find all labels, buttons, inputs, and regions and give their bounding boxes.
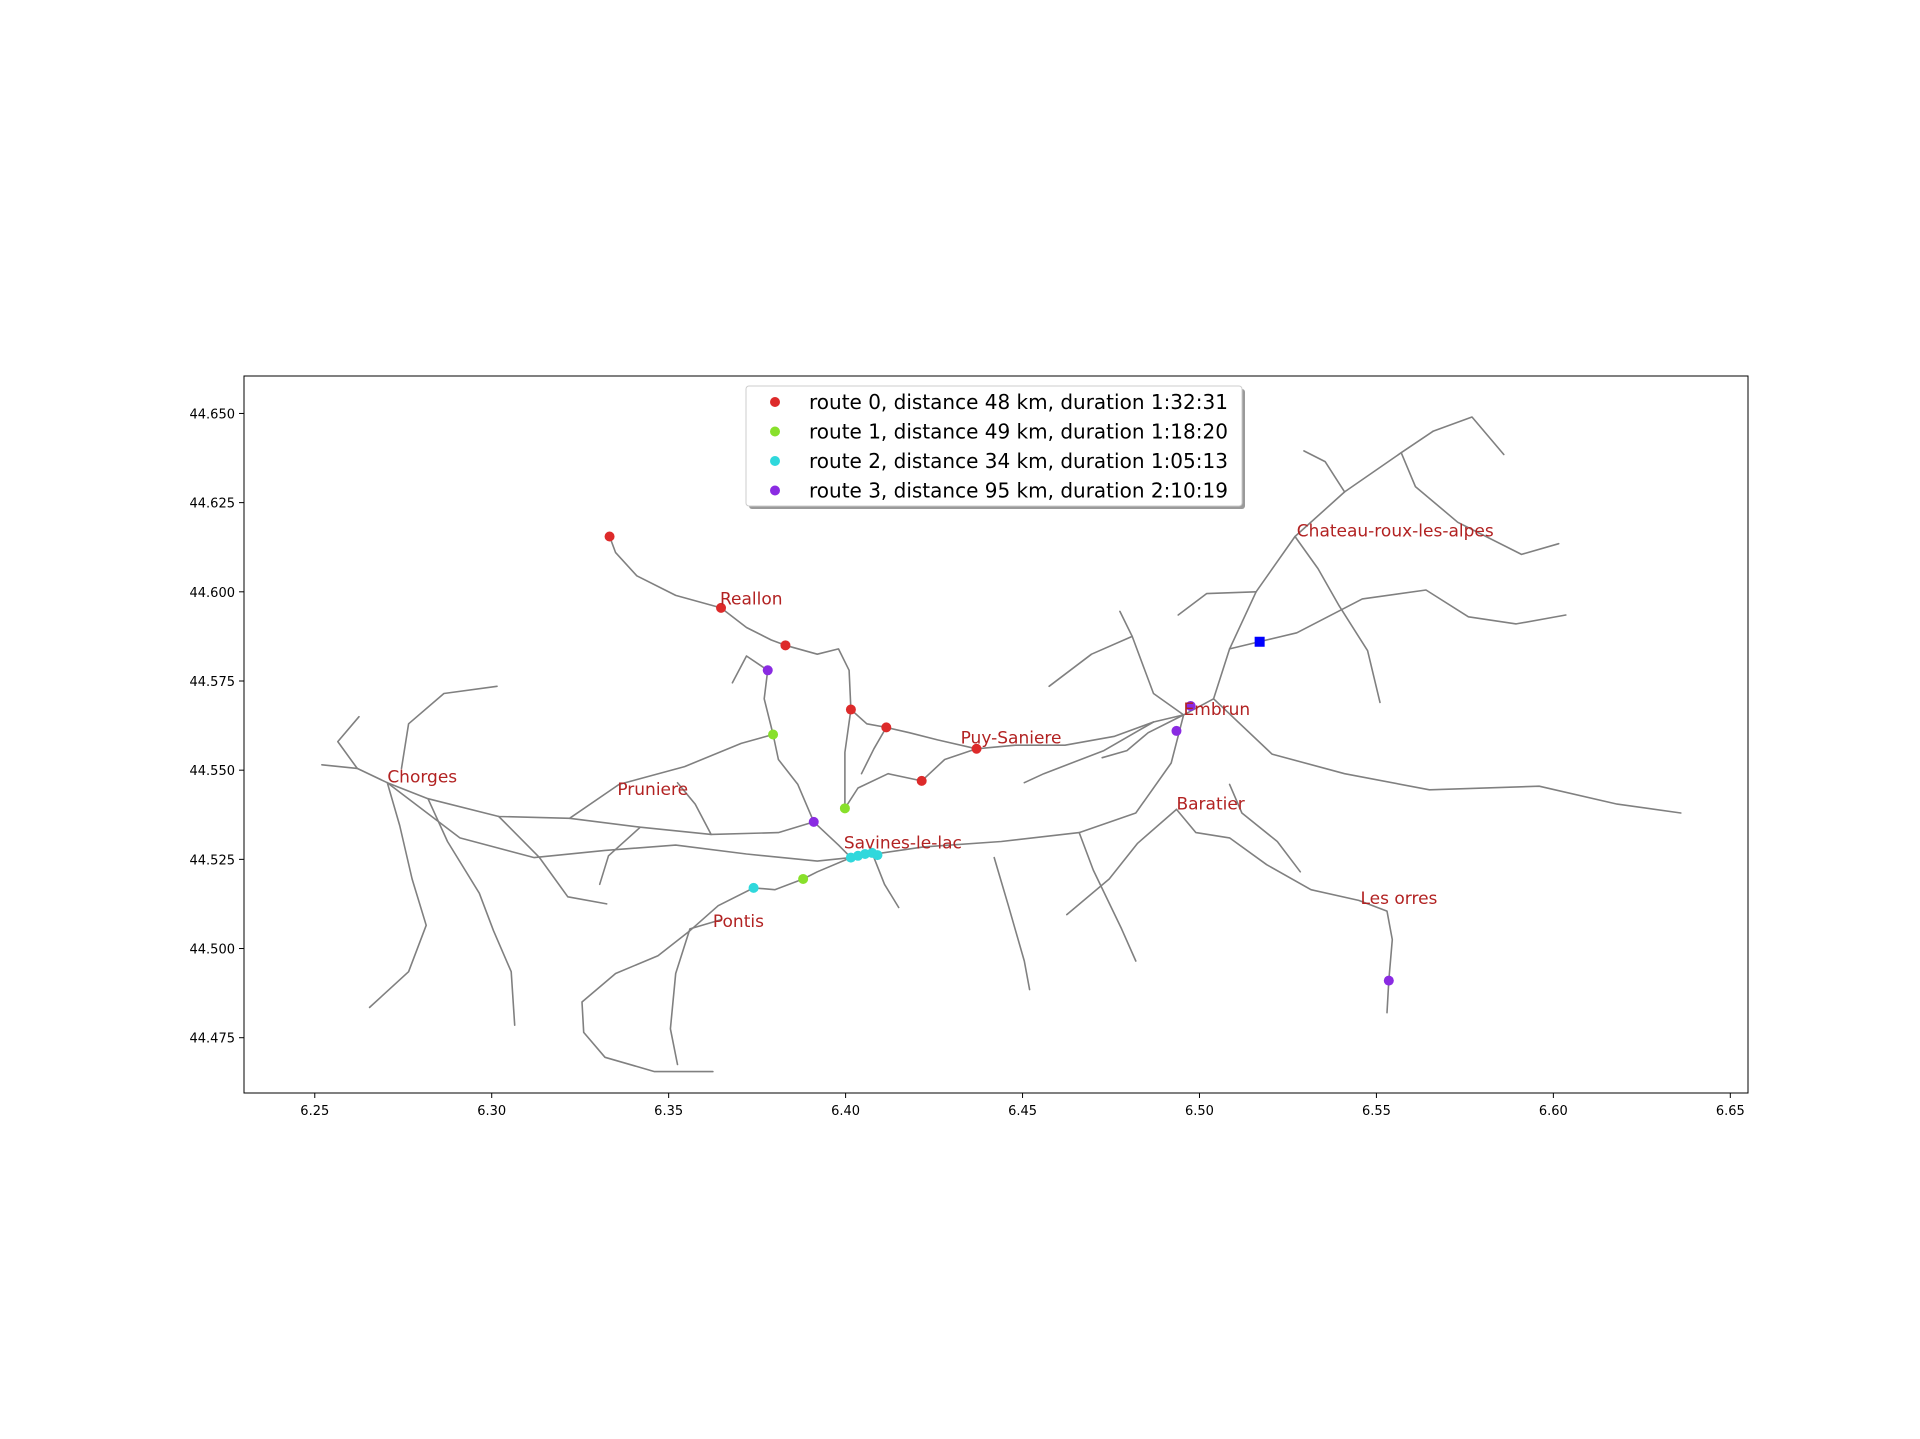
x-tick-label: 6.55 xyxy=(1362,1104,1391,1119)
road-segment xyxy=(1303,450,1346,493)
road-segment xyxy=(1228,589,1567,650)
town-label: Pruniere xyxy=(617,780,688,800)
x-tick-label: 6.30 xyxy=(477,1104,506,1119)
route-0-stop-marker xyxy=(916,775,927,786)
legend-marker xyxy=(770,426,780,437)
route-3-stop-marker xyxy=(1383,975,1394,986)
road-segment xyxy=(844,708,852,810)
route-2-stop-marker xyxy=(872,850,883,861)
road-segment xyxy=(368,781,427,1009)
road-segment xyxy=(581,856,852,1073)
town-label: Reallon xyxy=(720,589,783,609)
town-label: Embrun xyxy=(1184,700,1251,720)
town-label: Baratier xyxy=(1176,794,1244,814)
legend-entry-label: route 2, distance 34 km, duration 1:05:1… xyxy=(809,449,1228,473)
town-label: Chateau-roux-les-alpes xyxy=(1297,522,1494,542)
road-segment xyxy=(1432,416,1505,456)
road-segment xyxy=(498,815,608,905)
road-segment xyxy=(1066,808,1178,916)
x-tick-label: 6.65 xyxy=(1716,1104,1745,1119)
road-segment xyxy=(1294,535,1381,704)
route-stops xyxy=(604,531,1394,986)
x-tick-label: 6.45 xyxy=(1008,1104,1037,1119)
road-segment xyxy=(1078,831,1137,962)
town-label: Chorges xyxy=(387,768,457,788)
route-0-stop-marker xyxy=(604,531,615,542)
route-1-stop-marker xyxy=(798,873,809,884)
y-tick-label: 44.625 xyxy=(190,497,236,512)
y-tick-label: 44.650 xyxy=(190,407,236,422)
route-3-stop-marker xyxy=(762,665,773,676)
x-tick-label: 6.50 xyxy=(1185,1104,1214,1119)
y-tick-label: 44.600 xyxy=(190,586,236,601)
axes-frame xyxy=(243,375,1749,1094)
road-segment xyxy=(1048,635,1133,688)
x-axis-ticks: 6.25 6.30 6.35 6.40 6.45 6.50 6.55 6.60 6.65 xyxy=(300,1093,1745,1119)
route-3-stop-marker xyxy=(1185,700,1196,711)
road-segment xyxy=(321,764,852,859)
town-label: Les orres xyxy=(1360,889,1437,909)
road-segment xyxy=(731,655,815,823)
road-segment xyxy=(337,715,360,770)
y-tick-label: 44.575 xyxy=(190,675,236,690)
road-segment xyxy=(1101,714,1185,759)
legend-box xyxy=(745,385,1243,507)
route-0-stop-marker xyxy=(845,704,856,715)
legend-entry-label: route 1, distance 49 km, duration 1:18:2… xyxy=(809,420,1228,444)
legend-marker xyxy=(770,397,780,407)
road-segment xyxy=(1119,610,1185,716)
road-segment xyxy=(598,826,642,886)
road-segment xyxy=(844,748,978,810)
route-3-stop-marker xyxy=(808,816,819,827)
road-segment xyxy=(676,781,712,836)
town-label: Puy-Saniere xyxy=(961,728,1062,748)
road-segment xyxy=(608,430,1434,750)
legend-marker xyxy=(770,485,780,496)
route-2-stop-marker xyxy=(748,882,759,893)
x-tick-label: 6.40 xyxy=(831,1104,860,1119)
road-segment xyxy=(669,919,721,1066)
y-tick-label: 44.550 xyxy=(190,764,236,779)
legend-entry-label: route 3, distance 95 km, duration 2:10:1… xyxy=(809,479,1228,503)
road-segment xyxy=(1212,698,1682,814)
x-tick-label: 6.60 xyxy=(1539,1104,1568,1119)
road-segment xyxy=(860,726,888,775)
road-segment xyxy=(993,856,1031,991)
town-label: Savines-le-lac xyxy=(844,834,962,854)
route-0-stop-marker xyxy=(780,640,791,651)
y-tick-label: 44.525 xyxy=(190,853,236,868)
depot-marker xyxy=(1254,636,1265,647)
y-axis-ticks: 44.475 44.500 44.525 44.550 44.575 44.600 44.6… xyxy=(190,407,244,1047)
legend-entry-label: route 0, distance 48 km, duration 1:32:3… xyxy=(809,390,1228,414)
road-network xyxy=(321,416,1682,1073)
road-segment xyxy=(386,714,1185,862)
route-0-stop-marker xyxy=(881,722,892,733)
road-segment xyxy=(400,685,498,770)
y-tick-label: 44.475 xyxy=(190,1032,236,1047)
road-segment xyxy=(1023,721,1155,784)
road-segment xyxy=(568,733,774,820)
road-segment xyxy=(1177,591,1257,616)
road-segment xyxy=(1175,808,1394,1014)
y-tick-label: 44.500 xyxy=(190,943,236,958)
legend-marker xyxy=(770,456,780,466)
route-0-stop-marker xyxy=(971,743,982,754)
road-segment xyxy=(871,852,900,909)
road-segment xyxy=(427,797,516,1026)
town-labels: Reallon Chateau-roux-les-alpes Embrun Puy-S… xyxy=(387,522,1494,933)
route-1-stop-marker xyxy=(768,729,779,740)
x-tick-label: 6.25 xyxy=(300,1104,329,1119)
route-0-stop-marker xyxy=(716,602,727,613)
route-3-stop-marker xyxy=(1171,725,1182,736)
road-segment xyxy=(1228,783,1302,873)
x-tick-label: 6.35 xyxy=(654,1104,683,1119)
route-1-stop-marker xyxy=(839,803,850,814)
town-label: Pontis xyxy=(713,912,764,932)
road-segment xyxy=(1400,451,1560,556)
legend: route 0, distance 48 km, duration 1:32:3… xyxy=(745,385,1245,509)
